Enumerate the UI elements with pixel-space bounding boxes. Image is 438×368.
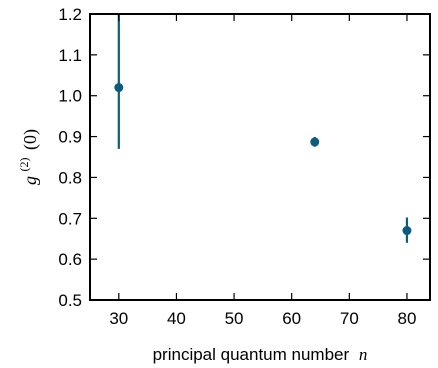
x-axis-label-variable: n [359,345,368,364]
y-tick-label: 0.6 [58,250,82,269]
x-axis-label-text: principal quantum number [153,345,350,364]
x-tick-label: 40 [167,309,186,328]
y-tick-label: 0.7 [58,209,82,228]
y-tick-label: 0.5 [58,291,82,310]
data-point [114,83,124,93]
x-tick-label: 70 [340,309,359,328]
plot-frame [89,13,431,301]
x-axis-label: principal quantum number n [153,345,368,364]
x-axis-ticks: 30 40 50 60 70 80 [109,14,416,328]
x-tick-label: 50 [225,309,244,328]
y-tick-label: 1.2 [58,5,82,24]
y-tick-label: 1.1 [58,46,82,65]
y-tick-label: 1.0 [58,87,82,106]
x-tick-label: 30 [109,309,128,328]
y-axis-label: g (2) (0) [12,129,41,185]
data-point [402,226,412,236]
y-axis-label-argument: (0) [20,129,41,150]
y-tick-label: 0.8 [58,168,82,187]
y-axis-label-superscript: (2) [17,158,31,172]
y-axis-ticks: 0.5 0.6 0.7 0.8 0.9 1.0 1.1 1.2 [58,5,430,310]
data-point [310,137,320,147]
x-tick-label: 60 [282,309,301,328]
data-marks [114,14,412,243]
y-axis-label-base: g [20,176,40,185]
y-tick-label: 0.9 [58,128,82,147]
x-tick-label: 80 [397,309,416,328]
